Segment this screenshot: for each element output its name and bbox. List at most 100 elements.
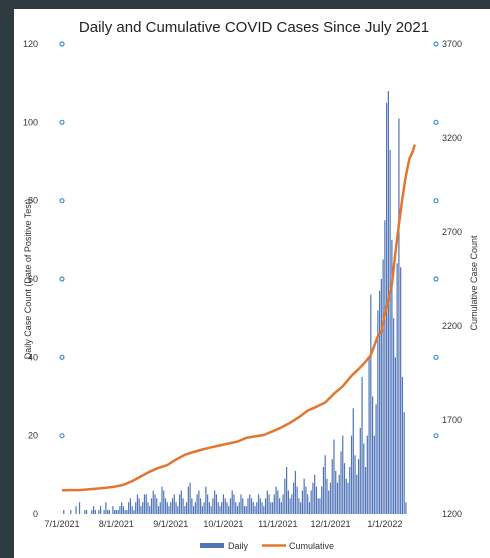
daily-bar <box>347 482 349 514</box>
daily-bar <box>215 494 218 514</box>
daily-bar <box>300 502 302 514</box>
daily-bar <box>193 506 195 514</box>
daily-bar <box>319 498 321 514</box>
daily-bar <box>191 498 193 514</box>
daily-bar <box>240 494 242 514</box>
daily-bar <box>136 494 139 514</box>
daily-bar <box>396 263 398 514</box>
daily-bar <box>135 502 137 514</box>
daily-bar <box>145 494 147 514</box>
daily-bar <box>329 482 332 514</box>
daily-bar <box>235 502 237 514</box>
daily-bar <box>298 498 300 514</box>
daily-bar <box>308 502 311 514</box>
daily-bar <box>133 510 135 514</box>
daily-bar <box>363 443 365 514</box>
daily-bar <box>75 506 77 514</box>
daily-bar <box>164 498 167 514</box>
y-right-tick-marker <box>433 276 439 282</box>
daily-bar <box>228 506 230 514</box>
daily-bar <box>184 506 186 514</box>
daily-bar <box>147 502 149 514</box>
y-right-tick-marker <box>433 354 439 360</box>
daily-bar <box>175 502 177 514</box>
daily-bar <box>168 506 170 514</box>
daily-bar <box>189 482 191 514</box>
daily-bar <box>375 404 377 514</box>
legend-label-cumulative: Cumulative <box>289 541 334 551</box>
y-right-tick-marker <box>433 41 439 47</box>
x-tick-label: 11/1/2021 <box>258 519 297 529</box>
daily-bar <box>173 494 175 514</box>
daily-bar <box>119 506 121 514</box>
daily-bar <box>226 502 228 514</box>
y-left-tick-label: 120 <box>23 39 38 49</box>
y-left-tick-marker <box>59 198 65 204</box>
daily-bar <box>170 502 172 514</box>
daily-bar <box>78 502 81 514</box>
x-axis: 7/1/2021 8/1/2021 9/1/2021 10/1/2021 11/1/20… <box>44 519 402 529</box>
daily-bar <box>291 494 293 514</box>
daily-bar <box>303 478 305 514</box>
daily-bar <box>103 510 105 514</box>
daily-bar <box>212 498 214 514</box>
daily-bar <box>217 502 219 514</box>
x-tick-label: 8/1/2021 <box>99 519 134 529</box>
daily-bar <box>403 412 405 514</box>
daily-bar <box>345 478 347 514</box>
daily-bar <box>350 435 353 514</box>
daily-bar <box>194 502 196 514</box>
daily-bar <box>371 396 374 514</box>
daily-bar <box>121 502 123 514</box>
daily-bar <box>257 494 260 514</box>
daily-bar <box>268 494 270 514</box>
daily-bar <box>324 455 326 514</box>
daily-bar <box>196 494 198 514</box>
y-left-tick-marker <box>59 119 65 125</box>
daily-bar <box>266 490 268 514</box>
daily-bar <box>349 467 351 514</box>
daily-bar <box>131 506 133 514</box>
daily-bar <box>203 502 205 514</box>
daily-bar <box>307 494 309 514</box>
daily-bar <box>322 467 325 514</box>
daily-bar <box>154 494 156 514</box>
daily-bar <box>359 427 361 514</box>
daily-bar <box>140 506 142 514</box>
daily-bar <box>301 490 303 514</box>
daily-bar <box>108 510 110 514</box>
y-left-tick-label: 20 <box>28 431 38 441</box>
y-axis-left-label: Daily Case Count (Date of Positive Test) <box>23 199 33 359</box>
daily-bar <box>233 494 235 514</box>
y-right-tick-label: 2700 <box>442 227 462 237</box>
left-axis: 0 20 40 60 80 100 120 <box>23 39 65 519</box>
daily-bar <box>286 467 288 514</box>
daily-bar <box>178 494 181 514</box>
daily-bar <box>252 502 254 514</box>
daily-bar <box>278 498 281 514</box>
daily-bar <box>328 490 330 514</box>
y-right-tick-marker <box>433 433 439 439</box>
daily-bar <box>275 486 277 514</box>
cumulative-line <box>61 144 416 492</box>
daily-bar <box>289 498 291 514</box>
y-left-tick-marker <box>59 276 65 282</box>
x-tick-label: 12/1/2021 <box>310 519 350 529</box>
right-axis: 1200 1700 2200 2700 3200 3700 <box>433 39 462 519</box>
daily-bar <box>333 439 335 514</box>
daily-bar <box>171 498 174 514</box>
y-left-tick-label: 80 <box>28 196 38 206</box>
daily-bar <box>389 149 391 514</box>
daily-bar <box>247 498 249 514</box>
daily-bar <box>143 494 146 514</box>
y-right-tick-label: 2200 <box>442 321 462 331</box>
y-left-tick-label: 60 <box>28 274 38 284</box>
daily-bar <box>293 482 295 514</box>
daily-bar <box>94 510 96 514</box>
x-tick-label: 1/1/2022 <box>367 519 402 529</box>
y-left-tick-label: 100 <box>23 117 38 127</box>
daily-bar <box>100 506 102 514</box>
daily-bar <box>393 318 395 514</box>
daily-bar <box>117 510 119 514</box>
daily-bar <box>163 490 165 514</box>
